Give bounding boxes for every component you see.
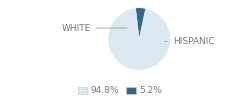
Wedge shape (136, 8, 146, 39)
Legend: 94.8%, 5.2%: 94.8%, 5.2% (78, 86, 162, 96)
Text: HISPANIC: HISPANIC (164, 37, 215, 46)
Text: WHITE: WHITE (62, 24, 127, 33)
Wedge shape (108, 8, 170, 70)
